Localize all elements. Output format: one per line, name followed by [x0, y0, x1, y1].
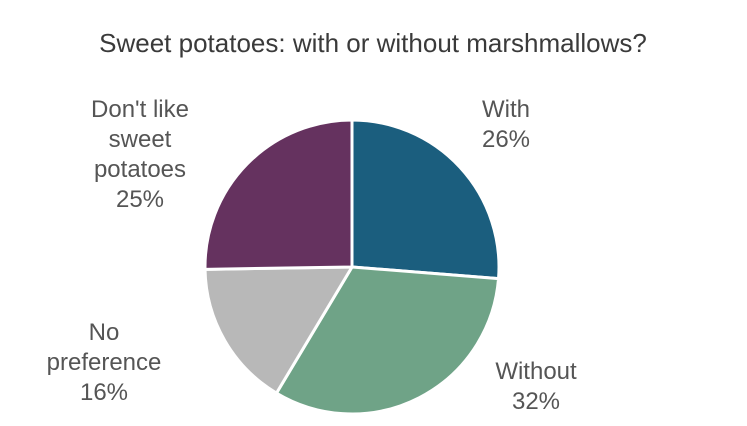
value-label: 16% — [79, 379, 129, 406]
category-label: Don't like sweet potatoes — [91, 96, 189, 183]
slice-label: Without 32% — [470, 357, 602, 417]
chart-title: Sweet potatoes: with or without marshmal… — [99, 28, 647, 58]
category-label: No preference — [46, 319, 162, 376]
value-label: 32% — [511, 388, 561, 415]
slice-label: With 26% — [440, 95, 572, 155]
value-label: 26% — [481, 126, 531, 153]
slice-label: No preference 16% — [38, 318, 170, 408]
pie-slice — [350, 118, 501, 281]
pie-slice — [274, 265, 501, 416]
category-label: With — [482, 96, 530, 123]
pie-slice — [203, 265, 354, 395]
category-label: Without — [495, 358, 577, 385]
pie-slice — [203, 118, 354, 271]
value-label: 25% — [115, 186, 165, 213]
slice-label: Don't like sweet potatoes 25% — [74, 95, 206, 215]
